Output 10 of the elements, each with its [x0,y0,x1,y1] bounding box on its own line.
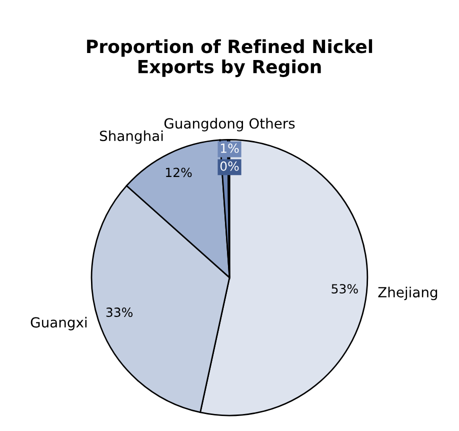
data-label: 33% [106,308,133,317]
data-label: 53% [332,284,358,294]
data-label: 1% [220,143,239,153]
chart-title: Proportion of Refined Nickel Exports by Region [87,39,372,78]
slice-label: Zhejiang [378,286,438,300]
data-label: 0% [220,161,239,171]
data-label: 12% [166,168,192,178]
category-label: Guangdong Others [164,118,295,132]
slice-label: Guangxi [30,316,87,330]
slice-label: Shanghai [100,130,163,144]
